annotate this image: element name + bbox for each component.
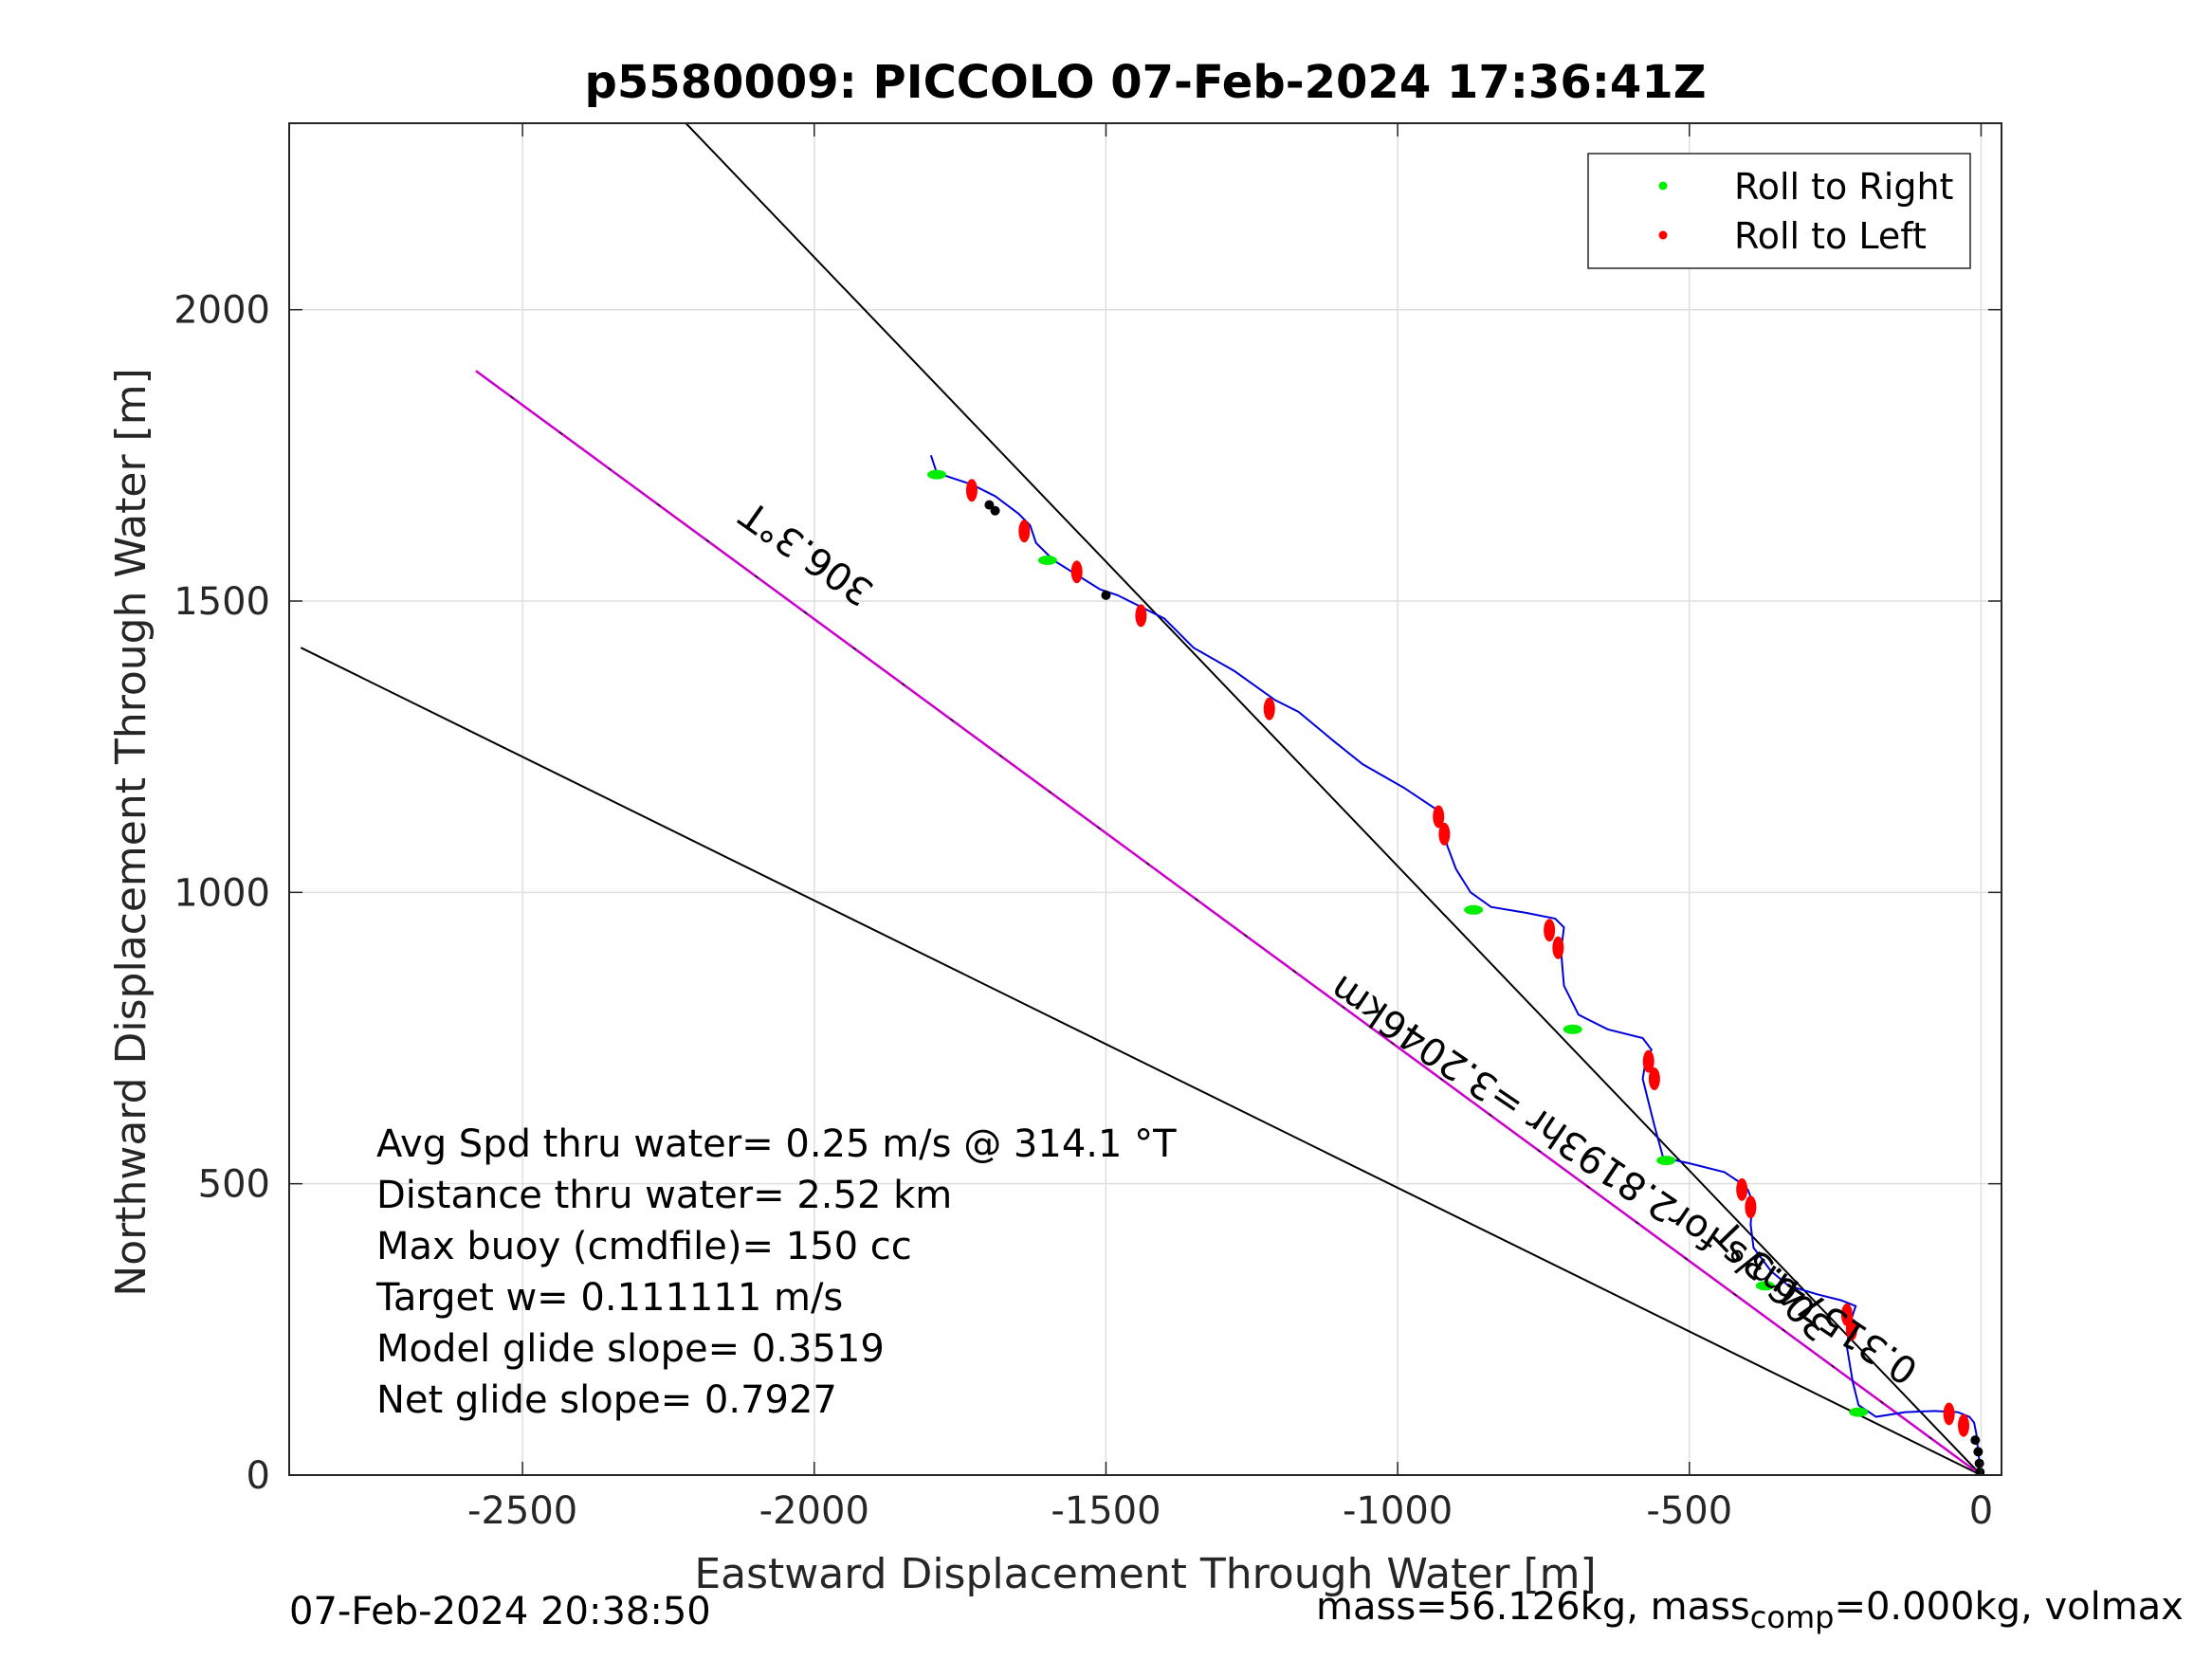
legend-box (1587, 153, 1971, 269)
x-tick-label: -1000 (1343, 1489, 1453, 1533)
roll-left-point (1438, 822, 1451, 846)
roll-left-point (965, 479, 978, 502)
mass-subscript: comp (1749, 1599, 1835, 1635)
mass-text-2: =0.000kg, volmax (1834, 1585, 2184, 1629)
roll-left-point (1958, 1413, 1970, 1437)
y-tick-label: 500 (198, 1163, 270, 1207)
roll-left-point (1552, 936, 1564, 959)
x-tick-label: -500 (1646, 1489, 1732, 1533)
roll-left-point (1648, 1067, 1660, 1091)
footer-timestamp: 07-Feb-2024 20:38:50 (289, 1590, 711, 1633)
annotation-line: Max buoy (cmdfile)= 150 cc (376, 1225, 912, 1268)
x-tick-label: -2500 (467, 1489, 577, 1533)
chart-title: p5580009: PICCOLO 07-Feb-2024 17:36:41Z (584, 56, 1706, 109)
roll-right-point (1563, 1024, 1582, 1034)
roll-right-point (1037, 555, 1057, 565)
roll-left-point (1263, 697, 1275, 720)
roll-left-point (1845, 1318, 1857, 1341)
roll-right-point (927, 469, 947, 480)
roll-left-point (1745, 1195, 1757, 1219)
pitch-point (1973, 1447, 1983, 1457)
footer-mass-info: mass=56.126kg, masscomp=0.000kg, volmax (1316, 1585, 2184, 1635)
roll-right-point (1755, 1281, 1775, 1291)
axes: -2500 -2000 -1500 -1000 -500 0 0 500 1000 1500 200… (174, 122, 2002, 1533)
y-tick-label: 2000 (174, 289, 270, 333)
roll-left-point (1736, 1177, 1748, 1201)
y-tick-label: 0 (247, 1454, 270, 1498)
legend-label: Roll to Right (1734, 166, 1953, 208)
annotation-line: Net glide slope= 0.7927 (376, 1378, 837, 1422)
x-axis-label: Eastward Displacement Through Water [m] (694, 1550, 1596, 1598)
roll-left-point (1544, 919, 1556, 942)
pitch-point (1974, 1458, 1984, 1468)
y-tick-label: 1000 (174, 871, 270, 915)
annotation-line: Model glide slope= 0.3519 (376, 1327, 885, 1371)
roll-left-point (1433, 805, 1445, 829)
glider-track-line (929, 455, 1983, 1475)
roll-left-point (1018, 520, 1031, 543)
x-tick-label: 0 (1969, 1489, 1993, 1533)
pitch-point (990, 505, 1000, 516)
pitch-point (984, 500, 995, 510)
roll-right-point (1464, 904, 1484, 915)
x-tick-label: -2000 (759, 1489, 869, 1533)
speed-distance-label: 0.31574m/s for2.8193hr =3.2046km (1323, 966, 1926, 1393)
annotation-line: Target w= 0.111111 m/s (375, 1276, 843, 1320)
x-tick-label: -1500 (1051, 1489, 1161, 1533)
legend-marker (1658, 181, 1668, 191)
clipped-marks (300, 123, 1985, 1475)
legend-label: Roll to Left (1734, 215, 1927, 257)
pitch-point (1970, 1435, 1981, 1446)
roll-right-point (1849, 1407, 1869, 1417)
heading-line (475, 370, 1983, 1475)
mass-text-1: mass=56.126kg, mass (1316, 1585, 1750, 1629)
legend-marker (1658, 230, 1668, 240)
roll-left-point (1070, 560, 1083, 584)
roll-left-point (1642, 1049, 1654, 1073)
roll-left-point (1135, 604, 1147, 628)
reference-line (685, 123, 1983, 1475)
y-tick-label: 1500 (174, 580, 270, 624)
roll-right-point (1656, 1156, 1676, 1166)
legend: Roll to Right Roll to Left (1587, 153, 1971, 269)
roll-left-point (1943, 1402, 1955, 1426)
reference-line (300, 647, 1982, 1475)
annotation-block: Avg Spd thru water= 0.25 m/s @ 314.1 °T D… (375, 1122, 1177, 1422)
annotation-line: Distance thru water= 2.52 km (376, 1174, 952, 1217)
pitch-point (1101, 590, 1111, 600)
plot-frame (288, 122, 2002, 1476)
pitch-point (1975, 1467, 1985, 1475)
y-axis-label: Northward Displacement Through Water [m] (107, 368, 155, 1296)
annotation-line: Avg Spd thru water= 0.25 m/s @ 314.1 °T (376, 1122, 1177, 1166)
heading-line-label: 306.3°T (733, 491, 882, 613)
